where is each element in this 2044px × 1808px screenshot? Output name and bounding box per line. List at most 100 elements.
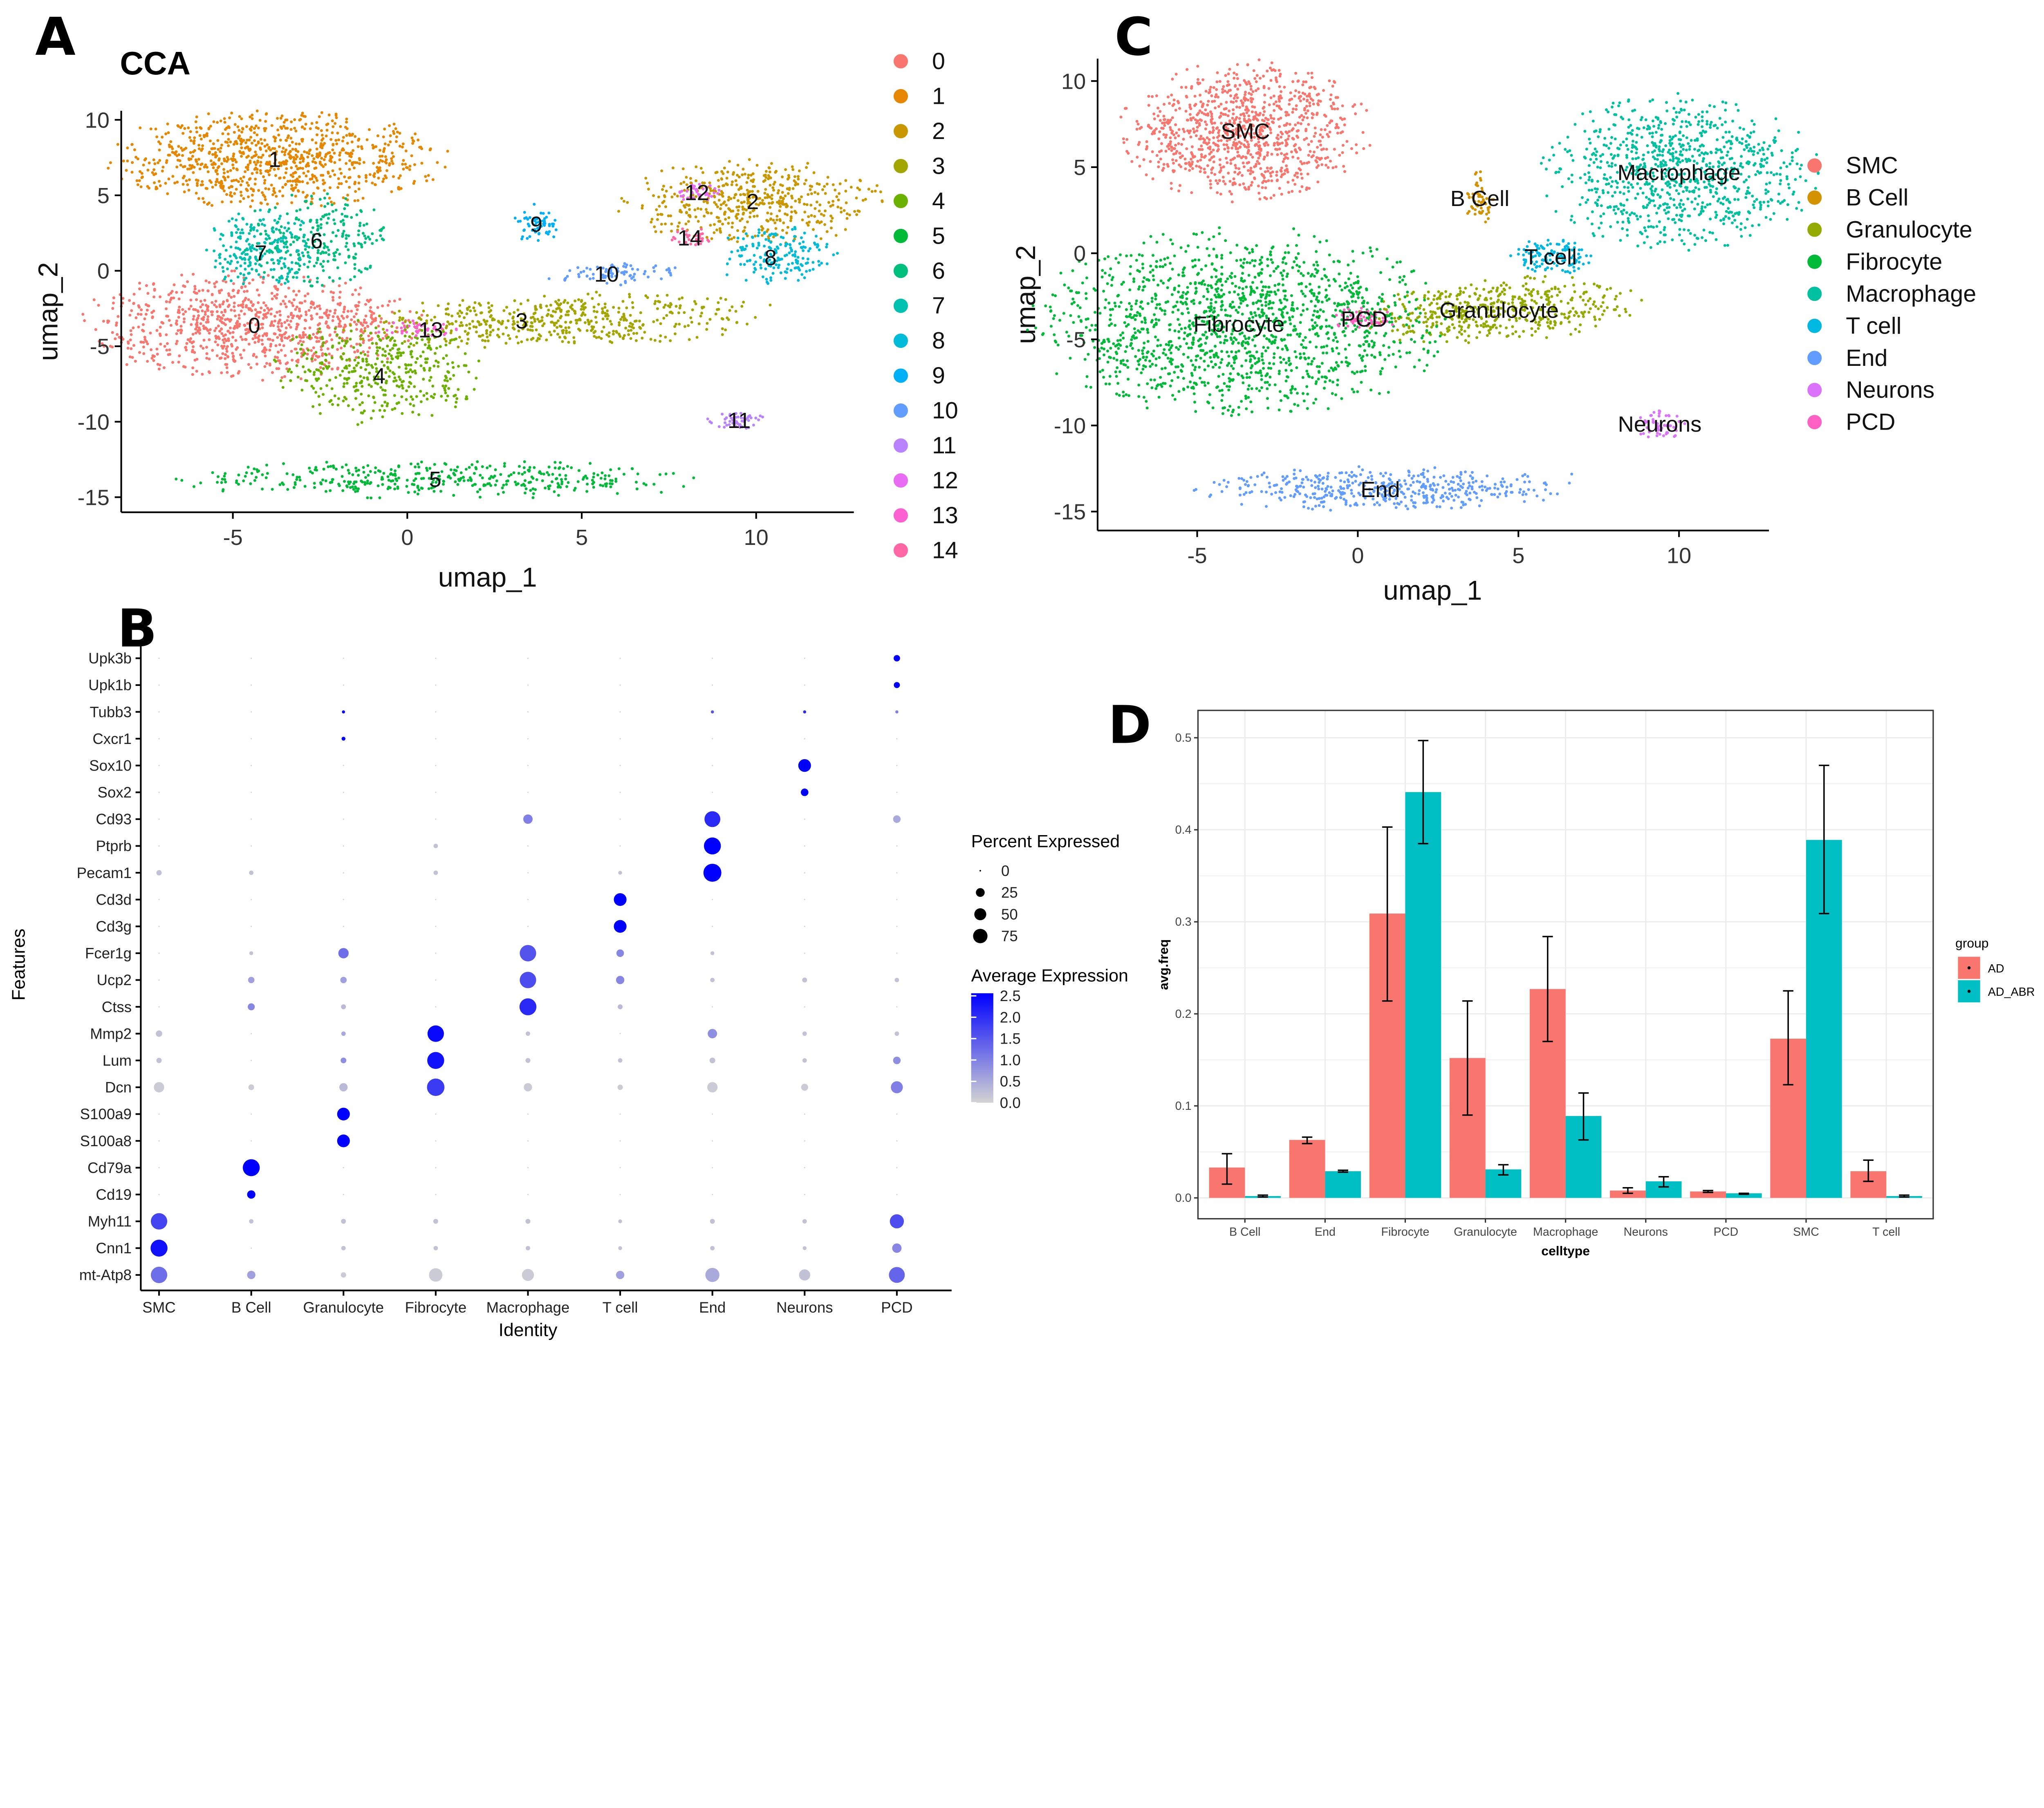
cell-point (444, 343, 448, 347)
cell-point (458, 315, 461, 318)
dot-fcer1g-smc (158, 952, 160, 954)
cell-point (683, 325, 686, 328)
cell-point (294, 347, 297, 351)
cell-point (730, 250, 733, 253)
cell-point (197, 147, 201, 150)
cell-point (304, 319, 307, 322)
cell-point (279, 314, 282, 317)
cell-point (579, 271, 583, 274)
cell-point (621, 300, 625, 303)
cell-point (294, 142, 298, 146)
cell-point (222, 341, 226, 344)
cell-point (157, 180, 161, 183)
cell-point (329, 200, 333, 204)
cell-point (412, 404, 415, 407)
cell-point (348, 176, 352, 179)
cell-point (181, 154, 184, 157)
cell-point (370, 338, 373, 341)
cell-point (705, 211, 708, 214)
cell-point (264, 316, 268, 319)
cell-point (155, 186, 158, 189)
cell-point (241, 231, 244, 235)
cell-point (554, 228, 558, 231)
cell-point (497, 327, 500, 331)
cell-point (153, 355, 156, 358)
cell-point (395, 384, 399, 388)
cell-point (342, 196, 345, 199)
cell-point (569, 321, 572, 324)
cell-point (247, 163, 250, 166)
cell-point (327, 213, 331, 216)
cell-point (348, 358, 351, 361)
cell-point (341, 370, 344, 373)
cluster-label: 9 (530, 212, 542, 237)
cell-point (150, 356, 154, 360)
cell-point (314, 351, 318, 354)
cell-point (344, 261, 347, 264)
cell-point (661, 201, 664, 204)
cell-point (392, 372, 396, 376)
cell-point (301, 159, 305, 163)
cell-point (475, 313, 478, 316)
cell-point (815, 200, 818, 204)
dot-ctss-pcd (896, 1006, 898, 1008)
cell-point (353, 358, 356, 362)
cell-point (155, 329, 159, 332)
cell-point (387, 143, 390, 147)
cell-point (354, 466, 358, 470)
cell-point (278, 359, 281, 363)
cell-point (416, 462, 419, 466)
cell-point (857, 210, 860, 213)
cell-point (338, 154, 341, 157)
cell-point (398, 309, 401, 313)
cell-point (179, 146, 183, 150)
cell-point (310, 285, 314, 288)
cell-point (670, 229, 673, 233)
cell-point (772, 219, 775, 222)
cell-point (256, 321, 259, 324)
cell-point (687, 220, 690, 223)
cell-point (766, 282, 770, 285)
cell-point (523, 228, 526, 232)
cell-point (278, 217, 281, 220)
cell-point (442, 357, 445, 360)
cell-point (816, 182, 819, 185)
cell-point (306, 251, 309, 254)
cell-point (299, 224, 302, 227)
cell-point (757, 228, 761, 231)
cell-point (195, 318, 199, 322)
cell-point (270, 124, 273, 127)
cell-point (454, 337, 457, 341)
cell-point (283, 336, 287, 339)
cell-point (551, 224, 555, 228)
cell-point (241, 127, 244, 130)
dot-sox10-granulocyte (343, 765, 344, 766)
cell-point (604, 474, 607, 477)
cell-point (283, 332, 286, 336)
cell-point (372, 319, 376, 323)
cell-point (236, 276, 240, 279)
cell-point (165, 161, 168, 164)
cell-point (550, 314, 553, 318)
cell-point (643, 270, 647, 273)
cell-point (769, 206, 772, 209)
cell-point (407, 385, 410, 388)
legend-label: 2 (932, 118, 945, 144)
cell-point (221, 477, 224, 481)
cell-point (745, 323, 749, 326)
cell-point (229, 255, 232, 258)
cell-point (283, 226, 287, 229)
cell-point (370, 310, 373, 314)
cell-point (302, 331, 305, 334)
dot-cd3g-fibrocyte (435, 925, 437, 927)
cell-point (357, 468, 361, 472)
cell-point (179, 325, 183, 328)
cell-point (138, 351, 141, 354)
cell-point (352, 315, 356, 318)
cell-point (629, 264, 632, 267)
cell-point (372, 208, 376, 211)
cell-point (290, 311, 293, 315)
cell-point (177, 309, 180, 312)
cell-point (317, 355, 320, 358)
cell-point (230, 234, 233, 237)
